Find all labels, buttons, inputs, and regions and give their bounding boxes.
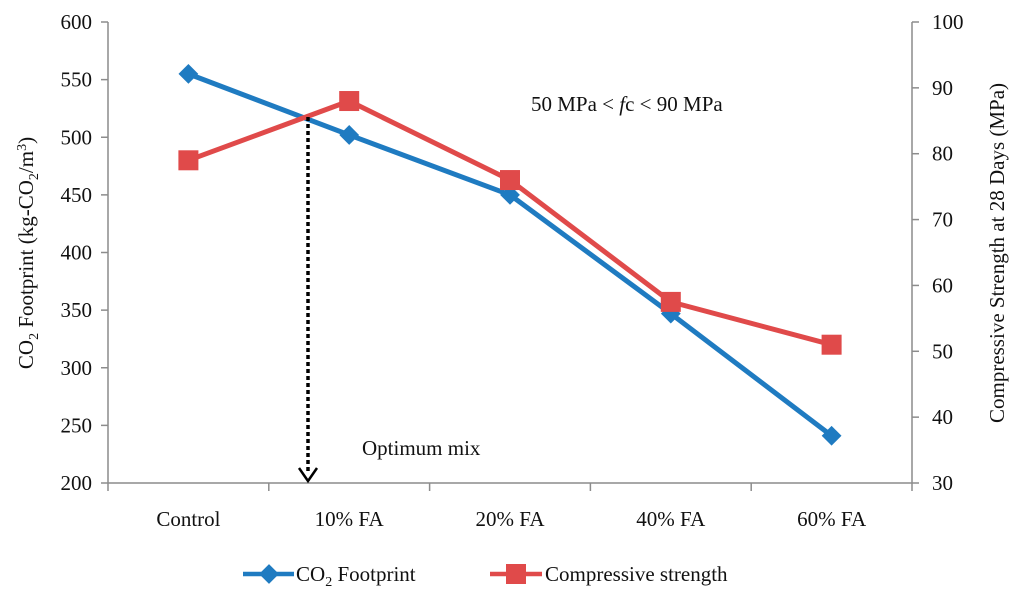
y-right-axis-title: Compressive Strength at 28 Days (MPa) bbox=[985, 83, 1009, 423]
y-right-tick-label: 100 bbox=[932, 10, 964, 34]
y-left-tick-label: 500 bbox=[61, 125, 93, 149]
y-right-tick-label: 50 bbox=[932, 339, 953, 363]
compressive-strength-point bbox=[821, 334, 842, 355]
y-right-tick-label: 70 bbox=[932, 208, 953, 232]
compressive-strength-point bbox=[660, 291, 681, 312]
compressive-strength-point bbox=[500, 170, 520, 191]
series-line-co2-footprint bbox=[187, 71, 834, 438]
optimum-mix-label: Optimum mix bbox=[362, 436, 481, 460]
x-tick-label: 40% FA bbox=[636, 507, 706, 531]
series-line-compressive-strength bbox=[187, 98, 833, 348]
legend-item-compressive-strength: Compressive strength bbox=[490, 562, 728, 586]
y-left-tick-label: 450 bbox=[61, 183, 93, 207]
y-right-tick-label: 80 bbox=[932, 142, 953, 166]
y-right-tick-label: 60 bbox=[932, 273, 953, 297]
x-tick-label: 20% FA bbox=[475, 507, 545, 531]
co2-footprint-point bbox=[821, 425, 842, 446]
y-left-tick-label: 250 bbox=[61, 413, 93, 437]
series-layer bbox=[178, 63, 842, 446]
co2-footprint-point bbox=[178, 63, 199, 84]
y-left-axis-title: CO2 Footprint (kg-CO2/m3) bbox=[14, 137, 42, 369]
y-left-tick-label: 400 bbox=[61, 241, 93, 265]
y-left-tick-label: 550 bbox=[61, 68, 93, 92]
square-marker-icon bbox=[506, 564, 526, 584]
y-right-tick-label: 90 bbox=[932, 76, 953, 100]
compressive-strength-point bbox=[178, 150, 199, 171]
optimum-mix-arrowhead bbox=[297, 467, 319, 484]
strength-range-annotation: 50 MPa < fc < 90 MPa bbox=[531, 92, 723, 116]
y-left-tick-label: 350 bbox=[61, 298, 93, 322]
co2-footprint-point bbox=[339, 125, 360, 145]
axes: 200 250 300 350 400 450 500 550 600 30 40 50 60 70 80 9… bbox=[61, 10, 964, 531]
svg-text:Compressive strength: Compressive strength bbox=[545, 562, 728, 586]
legend-item-co2-footprint: CO2 Footprint bbox=[243, 562, 416, 590]
y-right-tick-label: 40 bbox=[932, 405, 953, 429]
legend: CO2 Footprint Compressive strength bbox=[243, 562, 728, 590]
x-tick-label: 60% FA bbox=[797, 507, 867, 531]
y-left-tick-label: 600 bbox=[61, 10, 93, 34]
y-left-tick-label: 200 bbox=[61, 471, 93, 495]
x-tick-label: 10% FA bbox=[315, 507, 385, 531]
x-tick-label: Control bbox=[156, 507, 220, 531]
y-right-tick-label: 30 bbox=[932, 471, 953, 495]
svg-text:CO2 Footprint: CO2 Footprint bbox=[296, 562, 416, 590]
y-left-tick-label: 300 bbox=[61, 356, 93, 380]
compressive-strength-point bbox=[339, 91, 360, 112]
diamond-marker-icon bbox=[259, 564, 279, 584]
